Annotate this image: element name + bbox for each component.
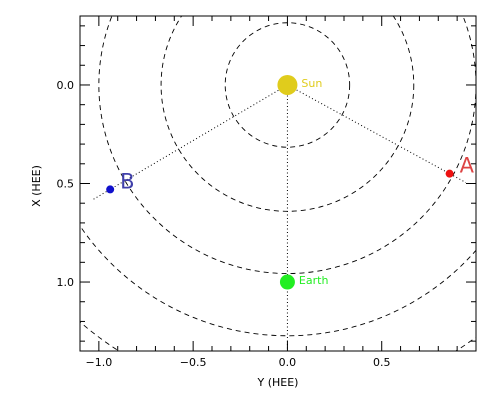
marker-labels: Sun Earth A B: [120, 77, 474, 287]
y-tick-label: 0.5: [57, 178, 75, 191]
y-tick-label: 1.0: [57, 276, 75, 289]
y-tick-label: 0.0: [57, 79, 75, 92]
tick-labels: −1.0 −0.5 0.0 0.5 0.0 0.5 1.0: [57, 79, 391, 369]
x-tick-label: 0.0: [279, 356, 297, 369]
marker-sun: [277, 74, 298, 95]
markers: [106, 74, 454, 290]
label-earth: Earth: [299, 274, 329, 287]
line-sun-a: [287, 84, 467, 183]
x-tick-label: −1.0: [85, 356, 112, 369]
x-tick-label: −0.5: [180, 356, 207, 369]
label-b: B: [120, 169, 134, 193]
label-a: A: [460, 154, 475, 178]
label-sun: Sun: [301, 77, 322, 90]
marker-earth: [279, 274, 295, 290]
marker-a: [445, 169, 454, 178]
axis-ticks: [79, 16, 477, 351]
connector-lines: [92, 84, 467, 351]
plot-frame: [79, 15, 477, 352]
orbit-circle-4: [80, 225, 476, 337]
y-axis-label: X (HEE): [30, 165, 43, 207]
marker-b: [106, 185, 115, 194]
x-axis-label: Y (HEE): [257, 376, 299, 389]
x-tick-label: 0.5: [373, 356, 391, 369]
